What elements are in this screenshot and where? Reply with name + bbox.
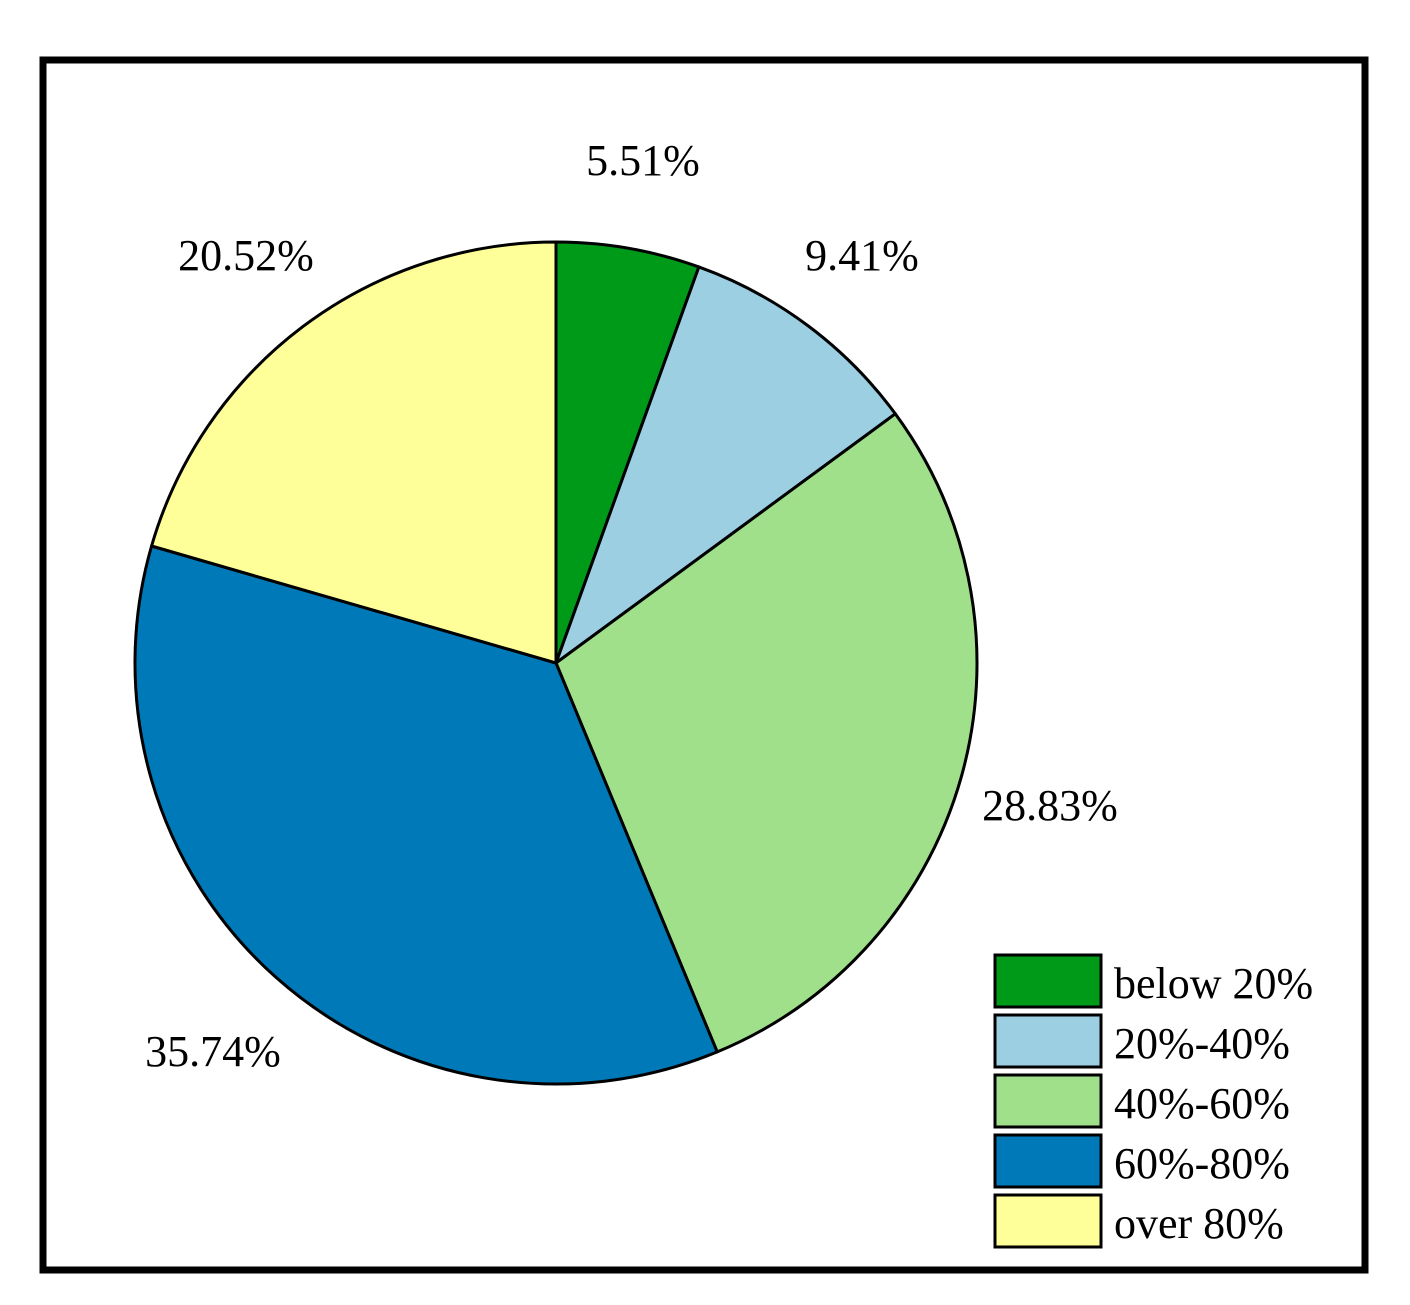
legend-swatch (993, 1193, 1103, 1249)
slice-value-labels: 5.51% 9.41% 28.83% 35.74% 20.52% (145, 136, 1118, 1076)
slice-value-label: 28.83% (982, 781, 1118, 830)
legend-swatch (993, 953, 1103, 1009)
slice-value-label: 9.41% (805, 231, 919, 280)
pie-slice-60-80 (133, 544, 719, 1086)
slice-value-label: 5.51% (586, 136, 700, 185)
pie-slice-40-60 (554, 412, 979, 1054)
legend: below 20% 20%-40% 40%-60% 60%-80% over 80% (993, 953, 1313, 1249)
legend-label: 40%-60% (1114, 1079, 1290, 1128)
pie-slices (133, 240, 979, 1086)
slice-value-label: 35.74% (145, 1027, 281, 1076)
pie-slice-20-40 (554, 265, 897, 665)
legend-swatch (993, 1013, 1103, 1069)
slice-value-label: 20.52% (178, 231, 314, 280)
legend-label: over 80% (1114, 1199, 1284, 1248)
legend-label: 60%-80% (1114, 1139, 1290, 1188)
legend-label: below 20% (1114, 959, 1313, 1008)
pie-slice-over-80 (150, 240, 558, 665)
legend-swatch (993, 1133, 1103, 1189)
legend-label: 20%-40% (1114, 1019, 1290, 1068)
pie-slice-below-20 (554, 240, 701, 665)
legend-swatch (993, 1073, 1103, 1129)
